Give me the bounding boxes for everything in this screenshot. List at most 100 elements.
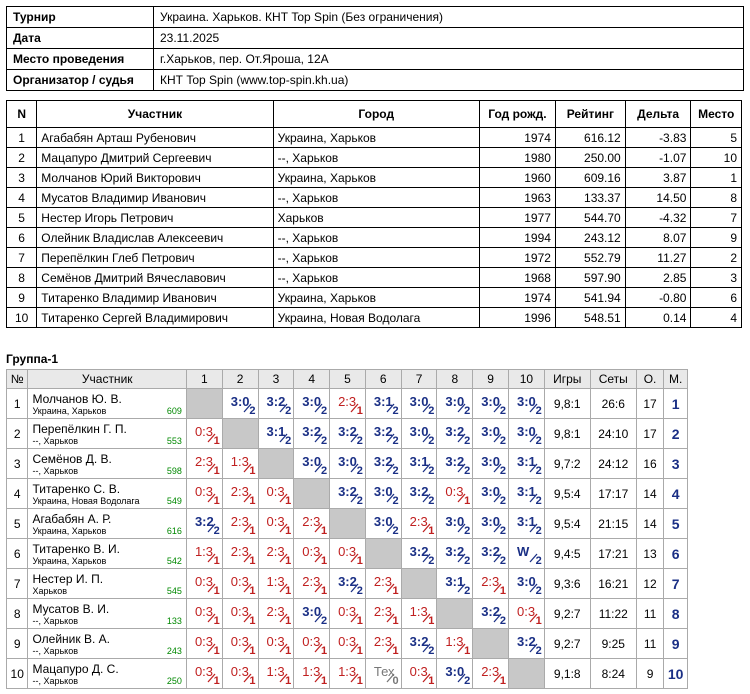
group-match-cell: 1:3 1 bbox=[436, 628, 474, 659]
group-header-cell: М. bbox=[663, 369, 688, 389]
score-slash bbox=[529, 493, 538, 503]
group-diagonal-cell bbox=[364, 538, 402, 569]
match-points: 1 bbox=[213, 585, 220, 597]
group-match-cell: 3:0 2 bbox=[293, 598, 331, 629]
participant-cell: 2 bbox=[690, 247, 742, 268]
score-slash bbox=[386, 523, 395, 533]
group-diagonal-cell bbox=[221, 418, 259, 449]
participant-cell: Украина, Харьков bbox=[272, 167, 480, 188]
match-score: 0:3 bbox=[194, 484, 214, 499]
group-match-cell: 2:3 1 bbox=[472, 568, 509, 599]
group-match-cell: 3:0 2 bbox=[293, 448, 331, 479]
group-sets: 26:6 bbox=[589, 388, 637, 419]
group-row-number: 4 bbox=[5, 478, 29, 509]
match-score: 3:2 bbox=[302, 424, 322, 439]
match-points: 1 bbox=[285, 555, 292, 567]
match-points: 2 bbox=[428, 405, 435, 417]
match-score: 0:3 bbox=[338, 634, 357, 649]
match-points: 1 bbox=[392, 615, 399, 627]
match-points: 1 bbox=[249, 465, 256, 477]
group-place: 2 bbox=[663, 418, 688, 449]
group-player-rating: 553 bbox=[166, 436, 182, 446]
match-points: 2 bbox=[535, 525, 542, 537]
group-match-cell: 3:2 2 bbox=[436, 448, 474, 479]
match-score: 2:3 bbox=[302, 574, 321, 589]
score-slash bbox=[386, 613, 395, 623]
match-score: 2:3 bbox=[373, 634, 392, 649]
group-match-cell: 3:1 2 bbox=[507, 478, 545, 509]
match-points: 1 bbox=[213, 555, 220, 567]
match-score: 3:0 bbox=[481, 484, 500, 499]
match-points: 1 bbox=[392, 645, 399, 657]
match-points: 0 bbox=[392, 675, 399, 687]
participant-cell: -4.32 bbox=[624, 207, 692, 228]
match-score: 0:3 bbox=[302, 544, 321, 559]
group-place: 9 bbox=[663, 628, 688, 659]
score-slash bbox=[386, 673, 395, 683]
participant-cell: Перепёлкин Глеб Петрович bbox=[36, 247, 274, 268]
participant-cell: 1963 bbox=[478, 187, 556, 208]
group-header-cell: 6 bbox=[364, 369, 402, 389]
match-score: 1:3 bbox=[338, 664, 357, 679]
participant-row: 1 Агабабян Арташ Рубенович Украина, Харько… bbox=[5, 127, 742, 148]
score-slash bbox=[243, 673, 252, 683]
group-match-cell: 3:0 2 bbox=[472, 418, 509, 449]
group-player-city: --, Харьков bbox=[32, 615, 78, 626]
group-match-cell: 0:3 1 bbox=[293, 628, 331, 659]
group-match-cell: 2:3 1 bbox=[257, 598, 295, 629]
group-diagonal-cell bbox=[293, 478, 331, 509]
score-slash bbox=[350, 493, 359, 503]
participant-cell: 1 bbox=[5, 127, 38, 148]
participant-cell: 3 bbox=[690, 267, 742, 288]
info-value: Украина. Харьков. КНТ Top Spin (Без огра… bbox=[153, 6, 744, 28]
group-match-cell: 3:0 2 bbox=[472, 388, 509, 419]
group-match-cell: 0:3 1 bbox=[257, 628, 295, 659]
participant-cell: Украина, Харьков bbox=[272, 287, 480, 308]
score-slash bbox=[529, 553, 538, 563]
participant-cell: 541.94 bbox=[554, 287, 626, 308]
match-score: 0:3 bbox=[409, 664, 428, 679]
match-score: 0:3 bbox=[266, 484, 285, 499]
group-match-cell: 3:2 2 bbox=[400, 538, 438, 569]
score-slash bbox=[529, 583, 538, 593]
match-score: 0:3 bbox=[194, 604, 214, 619]
score-slash bbox=[314, 403, 323, 413]
score-slash bbox=[243, 403, 252, 413]
group-row: 8 Мусатов В. И. --, Харьков 133 0:3 1 0:3 1 2:3 1… bbox=[5, 598, 688, 629]
score-slash bbox=[493, 673, 502, 683]
group-player-name: Агабабян А. Р. bbox=[32, 511, 112, 526]
participant-cell: --, Харьков bbox=[272, 227, 480, 248]
participant-cell: 1980 bbox=[478, 147, 556, 168]
group-match-cell: 3:2 2 bbox=[400, 478, 438, 509]
group-place: 3 bbox=[663, 448, 688, 479]
match-points: 2 bbox=[535, 555, 542, 567]
match-points: 2 bbox=[499, 615, 506, 627]
group-player: Мацапуро Д. С. --, Харьков 250 bbox=[27, 658, 187, 689]
score-slash bbox=[314, 643, 323, 653]
match-points: 1 bbox=[320, 555, 328, 567]
match-score: 2:3 bbox=[266, 604, 285, 619]
group-sets: 16:21 bbox=[589, 568, 637, 599]
group-player-city: --, Харьков bbox=[32, 465, 78, 476]
match-score: 0:3 bbox=[194, 634, 214, 649]
group-player-rating: 243 bbox=[166, 646, 182, 656]
match-points: 2 bbox=[320, 435, 328, 447]
info-value: г.Харьков, пер. От.Яроша, 12А bbox=[153, 48, 744, 70]
group-match-cell: 2:3 1 bbox=[364, 568, 402, 599]
match-score: 2:3 bbox=[481, 664, 500, 679]
score-slash bbox=[493, 403, 502, 413]
group-match-cell: 0:3 1 bbox=[507, 598, 545, 629]
participant-cell: 3.87 bbox=[624, 167, 692, 188]
match-points: 2 bbox=[535, 465, 542, 477]
score-slash bbox=[529, 523, 538, 533]
group-header-cell: 7 bbox=[400, 369, 438, 389]
score-slash bbox=[386, 643, 395, 653]
participant-cell: 6 bbox=[690, 287, 742, 308]
match-score: 0:3 bbox=[194, 424, 214, 439]
group-match-cell: 3:2 2 bbox=[185, 508, 223, 539]
match-score: 0:3 bbox=[338, 544, 357, 559]
score-slash bbox=[279, 553, 288, 563]
score-slash bbox=[243, 493, 252, 503]
match-points: 1 bbox=[428, 525, 435, 537]
match-points: 2 bbox=[285, 435, 292, 447]
